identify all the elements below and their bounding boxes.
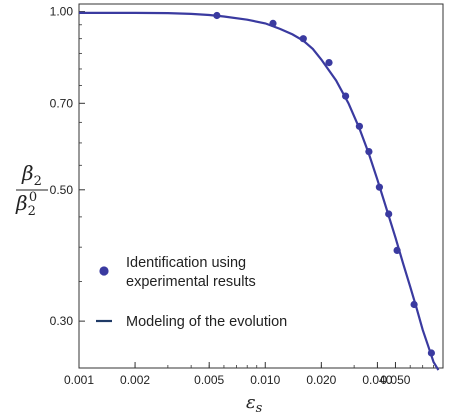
- x-tick-label: 0.010: [250, 373, 280, 387]
- x-tick-label: 0.020: [306, 373, 336, 387]
- y-tick-label: 0.70: [50, 96, 74, 110]
- data-point: [365, 148, 373, 156]
- y-axis-label-denominator: β20: [15, 190, 37, 219]
- y-ticks: 1.00 0.70 0.50 0.30: [50, 5, 85, 328]
- y-tick-label: 0.50: [50, 183, 74, 197]
- data-point: [213, 11, 221, 20]
- y-axis-label-numerator: β2: [21, 161, 42, 189]
- data-point: [427, 349, 435, 357]
- legend-label-points-line1: Identification using: [126, 255, 246, 271]
- data-point: [325, 59, 333, 67]
- data-point: [375, 183, 383, 191]
- data-point: [355, 122, 363, 130]
- legend-label-points-line2: experimental results: [126, 274, 256, 290]
- legend: Identification using experimental result…: [96, 255, 287, 330]
- data-point: [393, 246, 401, 254]
- x-tick-label: 0.001: [64, 373, 94, 387]
- data-point: [269, 19, 277, 27]
- x-tick-label: 0.040: [362, 373, 392, 387]
- legend-label-line: Modeling of the evolution: [126, 314, 287, 330]
- y-axis-label: β2 β20: [15, 161, 48, 219]
- plot-frame: [78, 3, 444, 369]
- legend-marker-points: [99, 266, 109, 276]
- y-tick-label: 1.00: [50, 5, 74, 19]
- x-tick-label: 0.050: [380, 373, 410, 387]
- x-tick-label: 0.002: [120, 373, 150, 387]
- x-tick-label: 0.005: [194, 373, 224, 387]
- data-points: [213, 11, 435, 357]
- data-point: [342, 92, 350, 100]
- data-point: [299, 35, 307, 43]
- y-tick-label: 0.30: [50, 314, 74, 328]
- data-point: [385, 210, 393, 218]
- data-point: [410, 300, 418, 309]
- x-axis-label: εs: [246, 392, 263, 416]
